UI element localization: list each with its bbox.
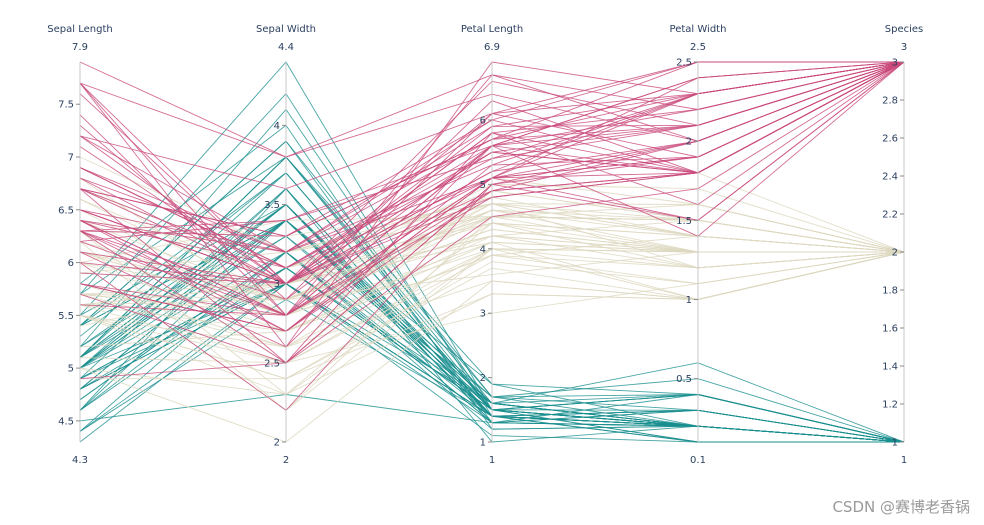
tick-label: 6 <box>68 258 74 269</box>
tick-label: 7.5 <box>58 100 74 111</box>
tick-label: 4 <box>274 121 280 132</box>
tick-label: 4 <box>480 244 486 255</box>
range-max-label: 6.9 <box>484 42 500 53</box>
axis-species: Species 3 11 1.2 1.4 1.6 1.8 2 2.2 2.4 2.6 2.8 3 <box>882 24 923 466</box>
tick-label: 5.5 <box>58 311 74 322</box>
tick-label: 1 <box>892 438 898 449</box>
tick-label: 5 <box>68 364 74 375</box>
range-min-label: 2 <box>283 455 289 466</box>
tick-label: 0.5 <box>676 374 692 385</box>
dimension-title: Petal Width <box>670 24 727 35</box>
range-max-label: 3 <box>901 42 907 53</box>
tick-label: 2.5 <box>676 58 692 69</box>
dimension-title: Sepal Length <box>47 24 112 35</box>
tick-label: 2 <box>480 373 486 384</box>
tick-label: 6.5 <box>58 205 74 216</box>
axis-sepal_length: Sepal Length 7.9 4.3 4.5 5 5.5 6 6.5 7 7.5 <box>47 24 112 466</box>
tick-label: 7 <box>68 153 74 164</box>
range-max-label: 7.9 <box>72 42 88 53</box>
watermark: CSDN @赛博老香锅 <box>832 498 970 516</box>
dimension-title: Species <box>885 24 924 35</box>
range-min-label: 4.3 <box>72 455 88 466</box>
range-min-label: 1 <box>901 455 907 466</box>
tick-label: 1.5 <box>676 216 692 227</box>
axis-petal_length: Petal Length 6.9 11 2 3 4 5 6 <box>461 24 523 466</box>
tick-label: 1 <box>480 438 486 449</box>
tick-label: 2.8 <box>882 96 898 107</box>
tick-label: 3 <box>892 58 898 69</box>
tick-label: 2.6 <box>882 134 898 145</box>
tick-label: 5 <box>480 180 486 191</box>
dimension-title: Sepal Width <box>256 24 316 35</box>
tick-label: 1 <box>686 295 692 306</box>
tick-label: 3.5 <box>264 200 280 211</box>
range-min-label: 1 <box>489 455 495 466</box>
range-max-label: 4.4 <box>278 42 294 53</box>
tick-label: 2.2 <box>882 210 898 221</box>
axis-petal_width: Petal Width 2.5 0.1 0.5 1 1.5 2 2.5 <box>670 24 727 466</box>
tick-label: 6 <box>480 115 486 126</box>
tick-label: 2.5 <box>264 358 280 369</box>
tick-label: 2 <box>274 438 280 449</box>
tick-label: 4.5 <box>58 416 74 427</box>
tick-label: 1.4 <box>882 362 898 373</box>
axes: Sepal Length 7.9 4.3 4.5 5 5.5 6 6.5 7 7.5 Sepal W… <box>47 24 923 466</box>
tick-label: 1.6 <box>882 324 898 335</box>
tick-label: 1.2 <box>882 400 898 411</box>
tick-label: 2 <box>892 248 898 259</box>
tick-label: 1.8 <box>882 286 898 297</box>
tick-label: 3 <box>480 309 486 320</box>
range-max-label: 2.5 <box>690 42 706 53</box>
dimension-title: Petal Length <box>461 24 523 35</box>
axis-sepal_width: Sepal Width 4.4 22 2.5 3 3.5 4 <box>256 24 316 466</box>
tick-label: 2 <box>686 137 692 148</box>
range-min-label: 0.1 <box>690 455 706 466</box>
tick-label: 2.4 <box>882 172 898 183</box>
tick-label: 3 <box>274 279 280 290</box>
